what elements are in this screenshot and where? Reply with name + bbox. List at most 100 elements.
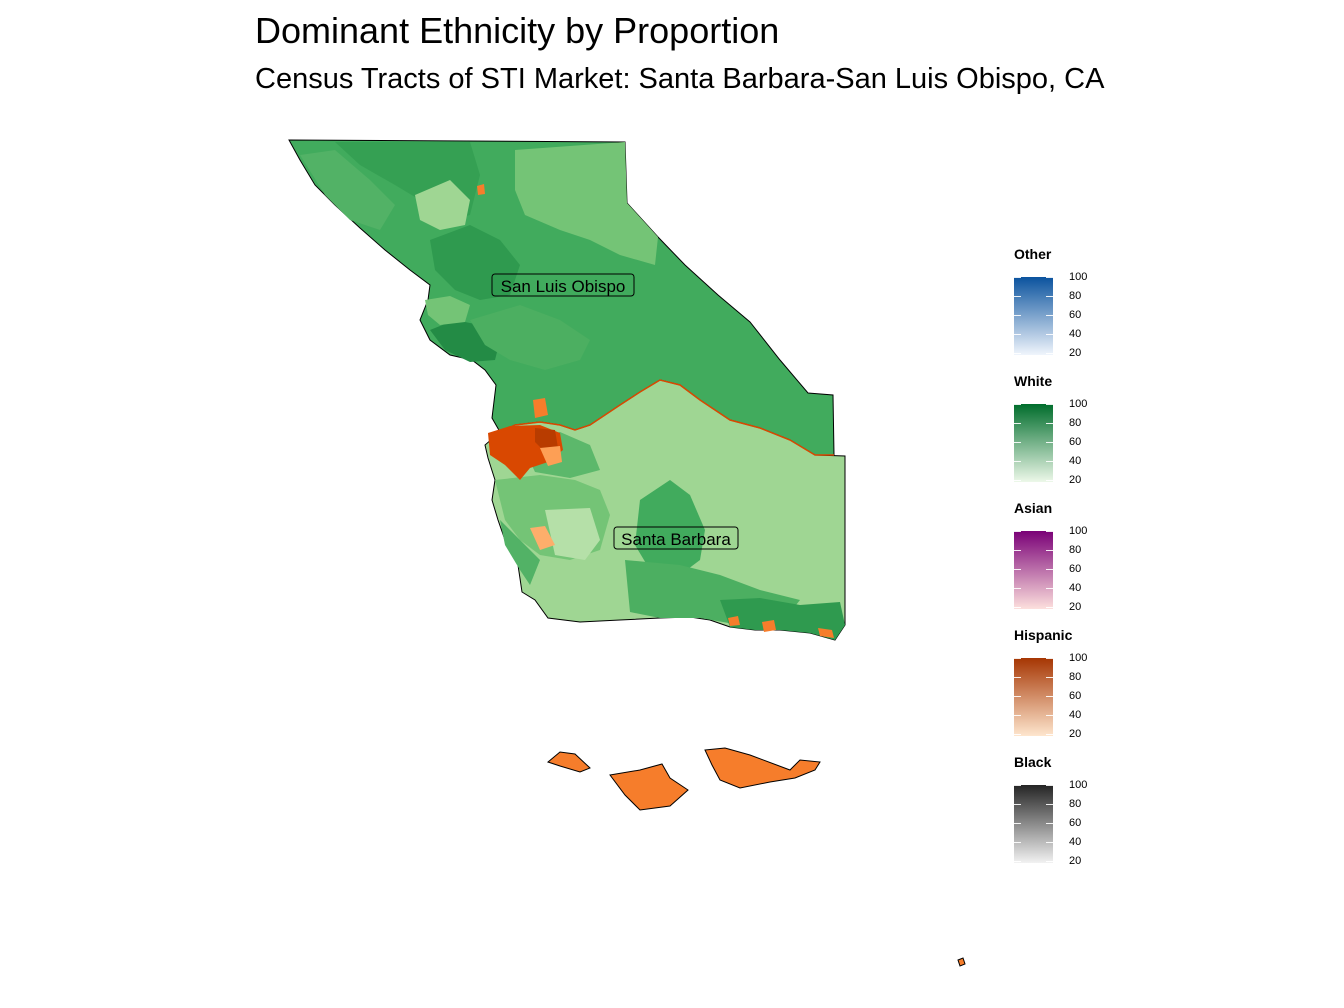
legend-tick-label: 20 xyxy=(1069,474,1082,486)
legend-tick-mark xyxy=(1014,842,1021,843)
tract-slo-hispanic-small xyxy=(477,184,485,195)
island-santa-cruz xyxy=(704,747,821,789)
legend-tick-label: 20 xyxy=(1069,855,1082,867)
tract-santa-maria-hispanic-dark xyxy=(535,428,558,452)
legend-tick-mark xyxy=(1046,842,1053,843)
legend-tick-mark xyxy=(1014,785,1021,786)
legend-tick-mark xyxy=(1046,531,1053,532)
legend-tick-label: 80 xyxy=(1069,544,1082,556)
legend-tick-mark xyxy=(1014,677,1021,678)
legend-tick-label: 80 xyxy=(1069,671,1082,683)
legend-tick-mark xyxy=(1046,677,1053,678)
legend-tick-mark xyxy=(1046,461,1053,462)
legend-tick-mark xyxy=(1014,804,1021,805)
legend-tick-mark xyxy=(1046,607,1053,608)
chart-title: Dominant Ethnicity by Proportion xyxy=(255,10,780,51)
legend-tick-mark xyxy=(1014,315,1021,316)
legend-tick-mark xyxy=(1014,696,1021,697)
legend-tick-mark xyxy=(1014,569,1021,570)
legend-tick-mark xyxy=(1046,423,1053,424)
legend-tick-mark xyxy=(1046,296,1053,297)
legend-tick-mark xyxy=(1014,442,1021,443)
legend-tick-mark xyxy=(1014,823,1021,824)
legend-tick-label: 40 xyxy=(1069,836,1082,848)
tract-slo-light-west xyxy=(415,180,470,230)
legend-tick-mark xyxy=(1046,696,1053,697)
legend-title: Hispanic xyxy=(1014,627,1073,643)
legend-hispanic: Hispanic 100 80 60 40 20 xyxy=(1014,627,1124,754)
legend-tick-label: 40 xyxy=(1069,328,1082,340)
legend-tick-mark xyxy=(1014,353,1021,354)
tract-slo-north-coast xyxy=(300,150,395,230)
svg-text:San Luis Obispo: San Luis Obispo xyxy=(501,277,626,296)
legend-tick-mark xyxy=(1046,861,1053,862)
legend-tick-label: 100 xyxy=(1069,779,1088,791)
legend-tick-mark xyxy=(1046,823,1053,824)
legend-tick-mark xyxy=(1014,658,1021,659)
legend-tick-mark xyxy=(1046,404,1053,405)
legend-tick-label: 100 xyxy=(1069,652,1088,664)
legend-tick-label: 20 xyxy=(1069,601,1082,613)
tract-sb-coast-hispanic-1 xyxy=(728,616,740,626)
legend-tick-mark xyxy=(1046,480,1053,481)
tract-slo-northeast-light xyxy=(515,142,658,265)
legend-tick-mark xyxy=(1046,353,1053,354)
svg-text:Santa Barbara: Santa Barbara xyxy=(621,530,731,549)
legend-tick-label: 20 xyxy=(1069,728,1082,740)
legend-title: Other xyxy=(1014,246,1052,262)
legend-tick-mark xyxy=(1046,658,1053,659)
legend-tick-mark xyxy=(1014,861,1021,862)
legend-tick-mark xyxy=(1046,785,1053,786)
county-boundary-line xyxy=(499,379,834,456)
tract-sb-coast-hispanic-3 xyxy=(818,628,834,638)
legend-tick-mark xyxy=(1046,315,1053,316)
legend-tick-mark xyxy=(1014,461,1021,462)
legend-tick-label: 60 xyxy=(1069,436,1082,448)
legend-tick-label: 100 xyxy=(1069,398,1088,410)
legend-tick-mark xyxy=(1046,442,1053,443)
legend-tick-mark xyxy=(1014,588,1021,589)
legend-tick-mark xyxy=(1014,531,1021,532)
legend-tick-mark xyxy=(1014,277,1021,278)
legend-tick-label: 80 xyxy=(1069,798,1082,810)
chart-subtitle: Census Tracts of STI Market: Santa Barba… xyxy=(255,63,1105,95)
legend-tick-label: 60 xyxy=(1069,309,1082,321)
legend-asian: Asian 100 80 60 40 20 xyxy=(1014,500,1124,627)
tract-santa-maria-hispanic-light xyxy=(540,446,562,466)
tract-sb-lompoc-light xyxy=(545,508,600,560)
legend-tick-mark xyxy=(1014,334,1021,335)
legend-tick-label: 80 xyxy=(1069,417,1082,429)
legend-colorbar xyxy=(1014,658,1053,736)
legend-title: Black xyxy=(1014,754,1052,770)
legend-tick-mark xyxy=(1046,277,1053,278)
island-santa-rosa xyxy=(609,763,689,811)
legend-tick-mark xyxy=(1014,296,1021,297)
tract-sb-coast-dark xyxy=(720,598,845,640)
legend-tick-mark xyxy=(1014,423,1021,424)
island-santa-barbara xyxy=(957,957,966,967)
legend-title: Asian xyxy=(1014,500,1053,516)
legend-tick-mark xyxy=(1046,569,1053,570)
legend-title: White xyxy=(1014,373,1053,389)
legend-tick-label: 60 xyxy=(1069,563,1082,575)
legend-colorbar xyxy=(1014,277,1053,355)
legend-tick-label: 100 xyxy=(1069,525,1088,537)
tract-sb-coast-hispanic-2 xyxy=(762,620,776,632)
legend-tick-mark xyxy=(1046,734,1053,735)
tract-slo-coast-light xyxy=(425,296,470,325)
legend: Other 100 80 60 40 20 White 100 80 60 40 20 Asian 100… xyxy=(1014,246,1124,881)
legend-colorbar xyxy=(1014,404,1053,482)
legend-tick-label: 100 xyxy=(1069,271,1088,283)
tract-sb-west-lower xyxy=(500,520,540,585)
legend-tick-mark xyxy=(1014,734,1021,735)
legend-tick-mark xyxy=(1014,550,1021,551)
legend-tick-mark xyxy=(1014,404,1021,405)
map-label-santa-barbara: Santa Barbara xyxy=(613,526,739,550)
legend-tick-mark xyxy=(1046,804,1053,805)
legend-tick-mark xyxy=(1046,715,1053,716)
legend-tick-mark xyxy=(1046,588,1053,589)
legend-tick-label: 80 xyxy=(1069,290,1082,302)
legend-tick-label: 60 xyxy=(1069,690,1082,702)
tract-slo-valley xyxy=(470,305,590,370)
island-san-miguel xyxy=(546,751,591,773)
